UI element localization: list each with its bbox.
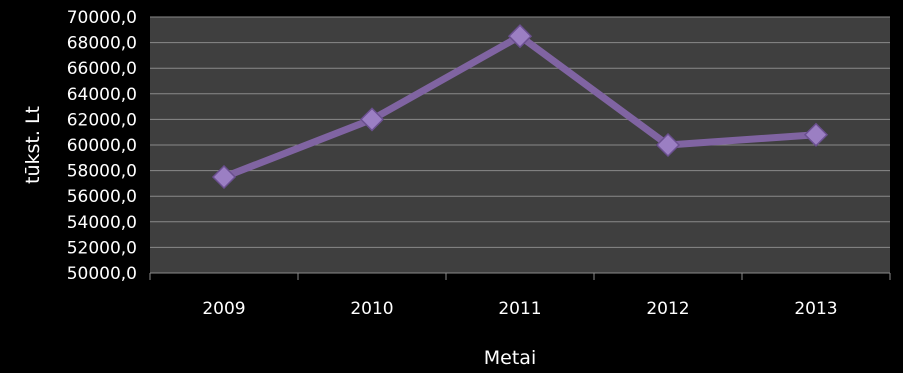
x-tick-label: 2013 [794, 299, 837, 319]
x-axis-title: Metai [484, 347, 536, 369]
x-axis-tick-marks [149, 273, 891, 280]
y-tick-label: 54000,0 [67, 213, 137, 233]
y-tick-label: 56000,0 [67, 187, 137, 207]
x-tick-label: 2010 [350, 299, 393, 319]
y-tick-label: 70000,0 [67, 8, 137, 28]
x-axis-tick-labels: 2009 2010 2011 2012 2013 [202, 299, 837, 319]
y-tick-label: 52000,0 [67, 238, 137, 258]
y-tick-label: 66000,0 [67, 59, 137, 79]
y-tick-label: 68000,0 [67, 34, 137, 54]
data-point-marker [359, 107, 385, 132]
data-point-marker [211, 164, 237, 190]
data-point-marker [507, 24, 533, 49]
y-tick-label: 64000,0 [67, 85, 137, 105]
y-axis-title: tūkst. Lt [22, 106, 44, 184]
x-tick-label: 2011 [498, 299, 541, 319]
y-tick-label: 50000,0 [67, 264, 137, 284]
y-tick-label: 58000,0 [67, 162, 137, 182]
x-tick-label: 2009 [202, 299, 245, 319]
series-group [211, 24, 829, 190]
y-tick-label: 62000,0 [67, 110, 137, 130]
y-tick-label: 60000,0 [67, 136, 137, 156]
data-point-marker [803, 122, 829, 147]
x-tick-label: 2012 [646, 299, 689, 319]
data-point-marker [655, 132, 681, 158]
y-axis-tick-labels: 70000,0 68000,0 66000,0 64000,0 62000,0 60000… [67, 8, 137, 284]
